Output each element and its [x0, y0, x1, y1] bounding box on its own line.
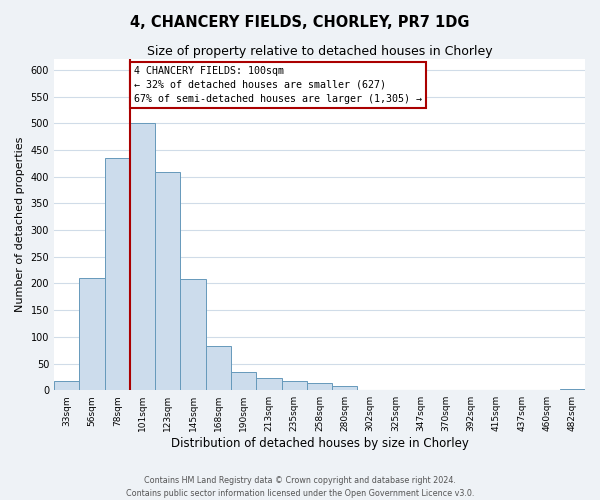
- Bar: [256, 378, 281, 390]
- Title: Size of property relative to detached houses in Chorley: Size of property relative to detached ho…: [147, 45, 493, 58]
- Y-axis label: Number of detached properties: Number of detached properties: [15, 137, 25, 312]
- Bar: [130, 123, 155, 390]
- Bar: [206, 346, 231, 390]
- Bar: [332, 386, 358, 390]
- Bar: [79, 278, 104, 390]
- Bar: [560, 389, 585, 390]
- Bar: [104, 158, 130, 390]
- X-axis label: Distribution of detached houses by size in Chorley: Distribution of detached houses by size …: [170, 437, 469, 450]
- Bar: [231, 372, 256, 390]
- Text: 4 CHANCERY FIELDS: 100sqm
← 32% of detached houses are smaller (627)
67% of semi: 4 CHANCERY FIELDS: 100sqm ← 32% of detac…: [134, 66, 422, 104]
- Bar: [155, 172, 181, 390]
- Text: 4, CHANCERY FIELDS, CHORLEY, PR7 1DG: 4, CHANCERY FIELDS, CHORLEY, PR7 1DG: [130, 15, 470, 30]
- Bar: [54, 380, 79, 390]
- Bar: [307, 384, 332, 390]
- Bar: [281, 380, 307, 390]
- Bar: [181, 279, 206, 390]
- Text: Contains HM Land Registry data © Crown copyright and database right 2024.
Contai: Contains HM Land Registry data © Crown c…: [126, 476, 474, 498]
